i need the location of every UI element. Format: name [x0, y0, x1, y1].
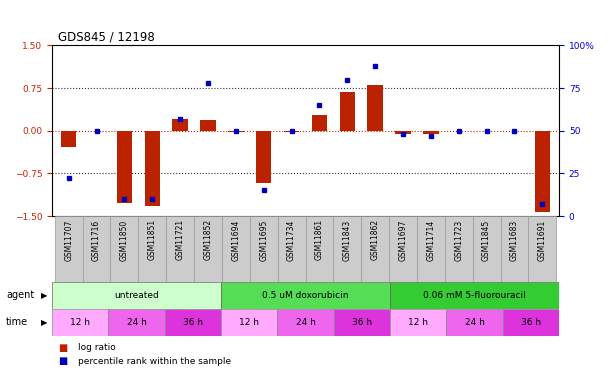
Text: 24 h: 24 h — [296, 318, 315, 327]
Bar — [445, 216, 473, 282]
Bar — [52, 309, 108, 336]
Text: time: time — [6, 317, 28, 327]
Bar — [221, 282, 390, 309]
Bar — [306, 216, 334, 282]
Bar — [334, 216, 361, 282]
Text: untreated: untreated — [114, 291, 159, 300]
Text: GSM11734: GSM11734 — [287, 219, 296, 261]
Text: GSM11852: GSM11852 — [203, 219, 213, 260]
Text: GSM11695: GSM11695 — [259, 219, 268, 261]
Bar — [221, 309, 277, 336]
Bar — [222, 216, 250, 282]
Bar — [473, 216, 500, 282]
Text: GSM11707: GSM11707 — [64, 219, 73, 261]
Bar — [200, 120, 216, 131]
Text: GSM11851: GSM11851 — [148, 219, 157, 260]
Bar — [284, 131, 299, 132]
Text: GSM11694: GSM11694 — [232, 219, 240, 261]
Bar — [395, 131, 411, 134]
Text: GSM11714: GSM11714 — [426, 219, 436, 261]
Text: GSM11850: GSM11850 — [120, 219, 129, 261]
Bar — [361, 216, 389, 282]
Bar — [164, 309, 221, 336]
Text: 24 h: 24 h — [126, 318, 147, 327]
Bar — [503, 309, 559, 336]
Text: GDS845 / 12198: GDS845 / 12198 — [58, 30, 155, 44]
Bar — [166, 216, 194, 282]
Bar — [256, 131, 271, 183]
Bar — [340, 92, 355, 131]
Bar — [117, 131, 132, 204]
Bar — [529, 216, 556, 282]
Text: agent: agent — [6, 290, 34, 300]
Bar — [194, 216, 222, 282]
Bar — [500, 216, 529, 282]
Text: GSM11721: GSM11721 — [175, 219, 185, 260]
Text: 12 h: 12 h — [408, 318, 428, 327]
Text: 36 h: 36 h — [183, 318, 203, 327]
Bar — [390, 282, 559, 309]
Bar — [145, 131, 160, 206]
Bar — [111, 216, 138, 282]
Text: ▶: ▶ — [41, 318, 48, 327]
Text: GSM11683: GSM11683 — [510, 219, 519, 261]
Text: ■: ■ — [58, 356, 67, 366]
Bar — [389, 216, 417, 282]
Text: 12 h: 12 h — [239, 318, 259, 327]
Bar — [423, 131, 439, 134]
Text: percentile rank within the sample: percentile rank within the sample — [78, 357, 231, 366]
Bar — [52, 282, 221, 309]
Bar — [334, 309, 390, 336]
Text: 0.5 uM doxorubicin: 0.5 uM doxorubicin — [262, 291, 349, 300]
Text: GSM11845: GSM11845 — [482, 219, 491, 261]
Text: GSM11691: GSM11691 — [538, 219, 547, 261]
Text: GSM11861: GSM11861 — [315, 219, 324, 260]
Bar — [55, 216, 82, 282]
Bar — [250, 216, 277, 282]
Text: 36 h: 36 h — [521, 318, 541, 327]
Text: ▶: ▶ — [41, 291, 48, 300]
Bar — [447, 309, 503, 336]
Bar — [108, 309, 164, 336]
Bar — [82, 216, 111, 282]
Text: GSM11716: GSM11716 — [92, 219, 101, 261]
Bar — [312, 115, 327, 131]
Text: GSM11843: GSM11843 — [343, 219, 352, 261]
Text: GSM11862: GSM11862 — [371, 219, 379, 260]
Bar — [390, 309, 447, 336]
Bar — [138, 216, 166, 282]
Bar — [61, 131, 76, 147]
Bar — [277, 309, 334, 336]
Text: GSM11723: GSM11723 — [454, 219, 463, 261]
Text: 0.06 mM 5-fluorouracil: 0.06 mM 5-fluorouracil — [423, 291, 526, 300]
Bar — [535, 131, 550, 212]
Text: GSM11697: GSM11697 — [398, 219, 408, 261]
Bar — [417, 216, 445, 282]
Bar — [228, 131, 244, 132]
Text: 12 h: 12 h — [70, 318, 90, 327]
Text: 36 h: 36 h — [352, 318, 372, 327]
Text: ■: ■ — [58, 343, 67, 353]
Bar — [277, 216, 306, 282]
Text: log ratio: log ratio — [78, 343, 115, 352]
Bar — [367, 85, 383, 131]
Bar — [172, 119, 188, 131]
Text: 24 h: 24 h — [464, 318, 485, 327]
